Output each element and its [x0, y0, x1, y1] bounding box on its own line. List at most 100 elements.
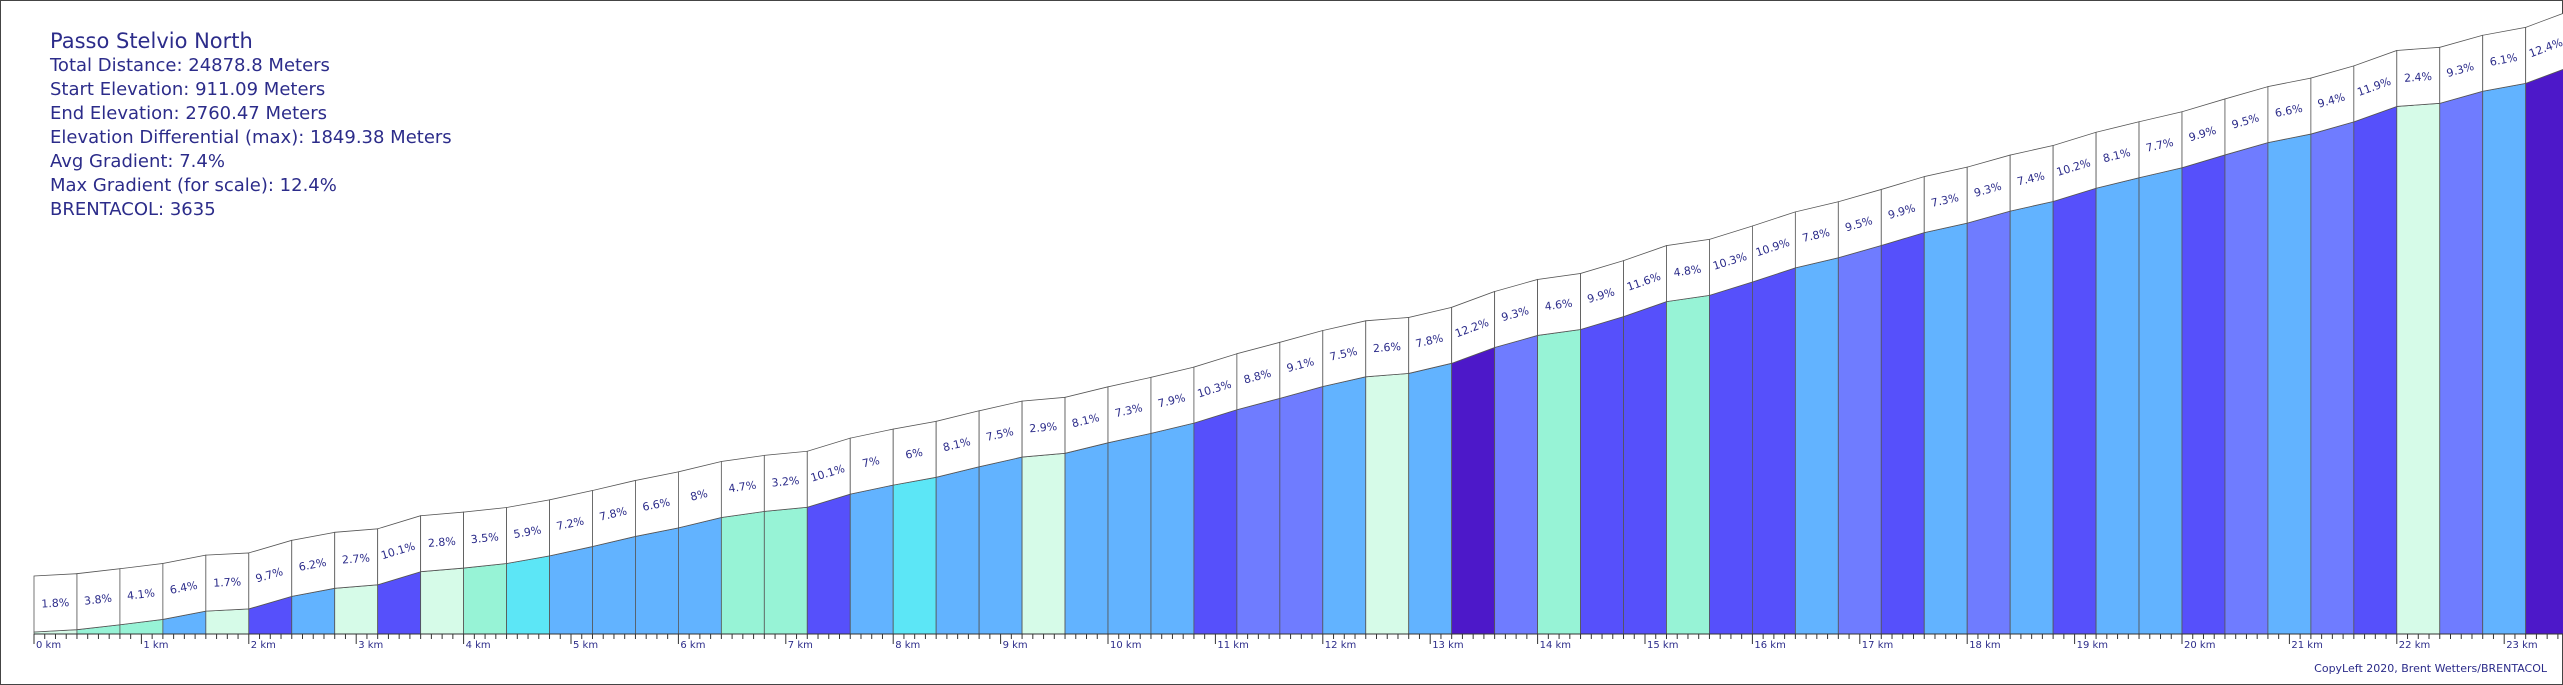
- brentacol-score: BRENTACOL: 3635: [50, 199, 216, 220]
- total-distance: Total Distance: 24878.8 Meters: [50, 55, 330, 76]
- gradient-segment: [1923, 222, 1968, 635]
- gradient-label: 6%: [904, 446, 923, 462]
- x-axis-km-label: 18 km: [1969, 640, 2000, 651]
- gradient-label: 6.1%: [2489, 51, 2519, 69]
- x-axis-km-label: 4 km: [466, 640, 491, 651]
- gradient-label: 8.1%: [2102, 146, 2132, 165]
- gradient-segment: [2396, 102, 2441, 635]
- gradient-segment: [1365, 373, 1410, 635]
- gradient-segment: [2009, 200, 2054, 635]
- gradient-label: 7.8%: [1414, 331, 1444, 350]
- gradient-segment: [2310, 121, 2355, 635]
- gradient-label: 6.6%: [2274, 102, 2304, 120]
- gradient-segment: [806, 493, 851, 635]
- gradient-label: 7.8%: [598, 505, 628, 524]
- gradient-segment: [2353, 105, 2398, 635]
- gradient-label: 4.8%: [1673, 263, 1703, 280]
- gradient-label: 2.7%: [341, 551, 370, 566]
- gradient-segment: [205, 608, 250, 635]
- x-axis-km-label: 3 km: [358, 640, 383, 651]
- gradient-segment: [1880, 232, 1925, 635]
- gradient-segment: [978, 456, 1023, 635]
- gradient-segment: [2052, 187, 2097, 635]
- gradient-segment: [1322, 376, 1367, 635]
- gradient-segment: [720, 510, 765, 635]
- gradient-segment: [2267, 133, 2312, 635]
- x-axis-km-label: 15 km: [1647, 640, 1678, 651]
- gradient-segment: [1709, 281, 1753, 635]
- x-axis-km-label: 2 km: [251, 640, 276, 651]
- gradient-label: 7.8%: [1801, 226, 1831, 245]
- elevation-differential: Elevation Differential (max): 1849.38 Me…: [50, 127, 452, 148]
- gradient-segment: [463, 563, 507, 635]
- end-elevation: End Elevation: 2760.47 Meters: [50, 103, 327, 124]
- gradient-segment: [1966, 210, 2011, 635]
- gradient-label: 6.2%: [298, 556, 328, 574]
- gradient-label: 2.9%: [1029, 420, 1058, 435]
- max-gradient: Max Gradient (for scale): 12.4%: [50, 175, 337, 196]
- gradient-segment: [2525, 68, 2563, 635]
- gradient-label: 8.1%: [1071, 411, 1101, 430]
- gradient-label: 8.1%: [942, 435, 972, 454]
- gradient-segment: [892, 476, 937, 635]
- gradient-segment: [678, 516, 722, 635]
- gradient-label: 7.4%: [2016, 169, 2046, 188]
- gradient-label: 7.2%: [555, 514, 585, 533]
- climb-title: Passo Stelvio North: [50, 29, 253, 53]
- gradient-label: 4.7%: [728, 479, 758, 496]
- gradient-label: 8%: [689, 487, 709, 504]
- gradient-segment: [1537, 329, 1581, 635]
- gradient-label: 7.3%: [1930, 191, 1960, 210]
- gradient-label: 7.9%: [1157, 391, 1187, 410]
- x-axis-km-label: 13 km: [1432, 640, 1463, 651]
- gradient-segment: [2181, 154, 2226, 635]
- gradient-segment: [1580, 316, 1624, 635]
- gradient-label: 7.5%: [985, 425, 1015, 444]
- gradient-segment: [635, 527, 679, 635]
- x-axis-km-label: 7 km: [788, 640, 813, 651]
- gradient-segment: [1064, 442, 1109, 635]
- climb-info-panel: Passo Stelvio North Total Distance: 2487…: [50, 28, 452, 222]
- x-axis-km-label: 12 km: [1325, 640, 1356, 651]
- gradient-label: 3.2%: [771, 474, 800, 490]
- gradient-label: 7.5%: [1328, 345, 1358, 364]
- gradient-label: 7.7%: [2145, 136, 2175, 155]
- gradient-label: 2.8%: [427, 535, 456, 550]
- gradient-label: 7.3%: [1114, 401, 1144, 420]
- x-axis-km-label: 11 km: [1217, 640, 1248, 651]
- gradient-label: 1.8%: [41, 596, 70, 610]
- gradient-label: 6.6%: [641, 496, 671, 514]
- gradient-segment: [1494, 334, 1538, 635]
- gradient-label: 6.4%: [169, 579, 199, 597]
- gradient-segment: [2482, 82, 2527, 635]
- x-axis-km-label: 20 km: [2184, 640, 2215, 651]
- x-axis-km-label: 21 km: [2291, 640, 2322, 651]
- x-axis-km-label: 5 km: [573, 640, 598, 651]
- x-axis-km-label: 6 km: [680, 640, 705, 651]
- x-axis-km-label: 19 km: [2077, 640, 2108, 651]
- gradient-segment: [334, 584, 379, 635]
- gradient-segment: [2095, 177, 2140, 635]
- gradient-label: 3.8%: [83, 592, 112, 608]
- gradient-label: 3.5%: [470, 530, 499, 546]
- gradient-segment: [1451, 346, 1496, 635]
- gradient-label-band: [2525, 12, 2563, 84]
- x-axis-km-label: 0 km: [36, 640, 61, 651]
- gradient-segment: [549, 546, 593, 635]
- x-axis-km-label: 10 km: [1110, 640, 1141, 651]
- gradient-label: 2.4%: [2404, 70, 2433, 85]
- gradient-label: 1.7%: [213, 575, 242, 589]
- gradient-segment: [1236, 397, 1281, 635]
- x-axis-km-label: 1 km: [143, 640, 168, 651]
- gradient-segment: [1408, 362, 1453, 635]
- gradient-segment: [763, 506, 808, 635]
- x-axis-km-label: 14 km: [1540, 640, 1571, 651]
- gradient-label: 4.6%: [1544, 297, 1573, 314]
- gradient-segment: [1794, 257, 1839, 635]
- gradient-segment: [420, 567, 465, 635]
- gradient-segment: [1752, 267, 1796, 635]
- gradient-segment: [2138, 167, 2183, 635]
- gradient-label: 7%: [861, 454, 881, 470]
- gradient-segment: [1107, 432, 1152, 635]
